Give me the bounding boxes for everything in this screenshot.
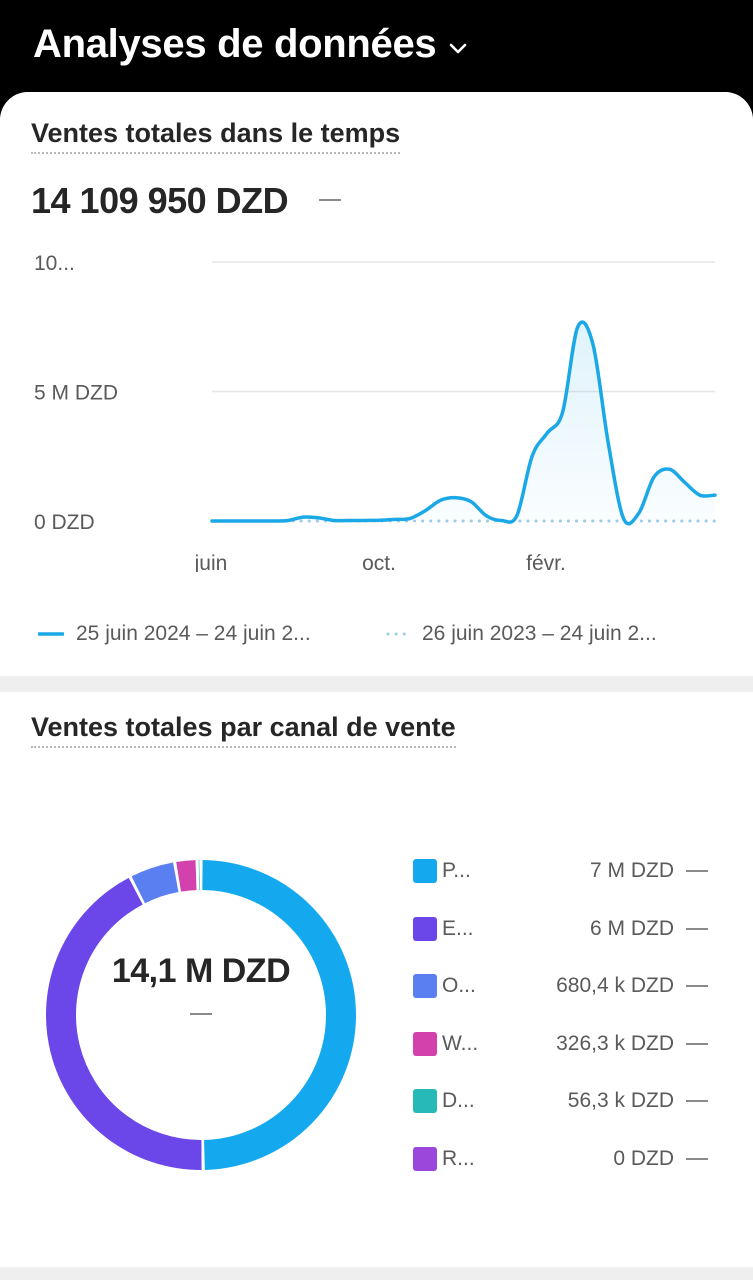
- sales-over-time-title[interactable]: Ventes totales dans le temps: [31, 118, 401, 154]
- channel-comparison-dash: [686, 927, 708, 930]
- donut-segment[interactable]: [131, 862, 179, 904]
- channel-color-swatch: [413, 859, 437, 883]
- legend-current-label: 25 juin 2024 – 24 juin 2...: [76, 622, 311, 645]
- comparison-dash: [319, 199, 341, 201]
- sales-total-value: 14 109 950 DZD: [31, 180, 289, 221]
- channel-legend-row[interactable]: W... 326,3 k DZD: [413, 1029, 708, 1059]
- current-series-line: [210, 320, 717, 526]
- channel-name: E...: [442, 916, 474, 940]
- channel-comparison-dash: [686, 1100, 708, 1102]
- donut-segment[interactable]: [176, 860, 197, 892]
- channel-value: 326,3 k DZD: [556, 1031, 674, 1055]
- solid-line-swatch: [38, 632, 64, 636]
- legend-current-period[interactable]: 25 juin 2024 – 24 juin 2...: [38, 622, 311, 646]
- chevron-down-icon: [450, 43, 467, 53]
- channel-value: 0 DZD: [613, 1146, 674, 1170]
- x-tick-label: juin: [194, 552, 228, 572]
- channel-legend-row[interactable]: E... 6 M DZD: [413, 914, 708, 944]
- page-title: Analyses de données: [33, 22, 437, 66]
- current-series-area: [212, 322, 715, 524]
- y-tick-label: 10...: [34, 252, 75, 275]
- channel-legend-row[interactable]: P... 7 M DZD: [413, 856, 708, 886]
- channel-name: O...: [442, 974, 476, 997]
- donut-segment[interactable]: [46, 877, 202, 1171]
- content-sheet: Ventes totales dans le temps 14 109 950 …: [0, 92, 753, 1280]
- legend-previous-label: 26 juin 2023 – 24 juin 2...: [422, 622, 657, 645]
- donut-center: 14,1 M DZD: [46, 952, 356, 1023]
- channel-value: 7 M DZD: [590, 859, 674, 882]
- app-header: Analyses de données: [0, 0, 753, 92]
- channel-value: 6 M DZD: [590, 916, 674, 940]
- donut-total-value: 14,1 M DZD: [111, 952, 291, 990]
- y-tick-label: 5 M DZD: [34, 382, 118, 405]
- channel-color-swatch: [413, 974, 437, 998]
- channel-name: P...: [442, 859, 471, 882]
- channel-comparison-dash: [686, 1157, 708, 1160]
- donut-comparison-dash: [190, 1012, 212, 1015]
- channel-color-swatch: [413, 916, 437, 941]
- channel-value: 56,3 k DZD: [567, 1089, 674, 1112]
- channel-donut-chart: [46, 860, 356, 1171]
- channel-comparison-dash: [686, 870, 708, 872]
- channel-legend-row[interactable]: R... 0 DZD: [413, 1144, 708, 1174]
- sales-line-chart: 10... 5 M DZD 0 DZD juin oct. févr.: [34, 252, 717, 572]
- dotted-line-swatch: [386, 632, 412, 636]
- legend-previous-period[interactable]: 26 juin 2023 – 24 juin 2...: [386, 622, 657, 646]
- sales-over-time-card: Ventes totales dans le temps 14 109 950 …: [0, 92, 753, 676]
- channel-name: W...: [442, 1031, 479, 1055]
- y-tick-label: 0 DZD: [34, 511, 95, 534]
- channel-color-swatch: [413, 1031, 437, 1056]
- channel-comparison-dash: [686, 985, 708, 987]
- sales-by-channel-title[interactable]: Ventes totales par canal de vente: [31, 712, 456, 748]
- x-tick-label: févr.: [526, 552, 566, 572]
- channel-value: 680,4 k DZD: [556, 974, 674, 997]
- channel-legend-row[interactable]: D... 56,3 k DZD: [413, 1086, 708, 1116]
- donut-segment[interactable]: [202, 860, 356, 1170]
- channel-color-swatch: [413, 1146, 437, 1171]
- channel-name: R...: [442, 1146, 475, 1170]
- sales-by-channel-card: Ventes totales par canal de vente 14,1 M…: [0, 692, 753, 1267]
- x-tick-label: oct.: [362, 552, 396, 572]
- channel-comparison-dash: [686, 1042, 708, 1045]
- channel-name: D...: [442, 1089, 475, 1112]
- channel-legend-row[interactable]: O... 680,4 k DZD: [413, 971, 708, 1001]
- analytics-title-dropdown[interactable]: Analyses de données: [33, 22, 468, 67]
- channel-color-swatch: [413, 1089, 437, 1113]
